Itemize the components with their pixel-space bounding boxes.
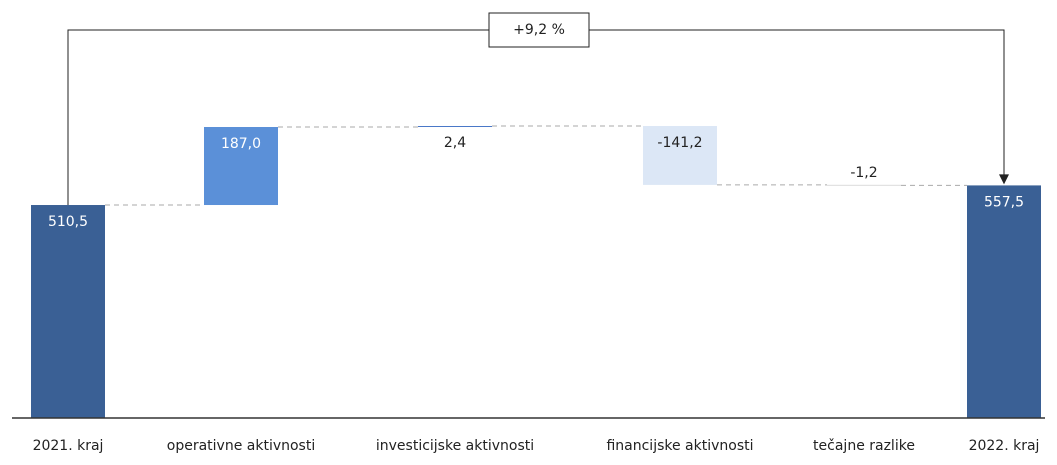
value-label: 510,5	[48, 214, 88, 230]
bar	[31, 205, 105, 418]
value-label: 187,0	[221, 136, 261, 152]
arrow-head	[999, 174, 1009, 185]
x-tick-label: investicijske aktivnosti	[376, 438, 534, 454]
value-label: 557,5	[984, 194, 1024, 210]
value-label: -141,2	[657, 135, 702, 151]
annotation: +9,2 %	[513, 22, 565, 38]
annotation-box	[488, 12, 590, 48]
x-tick-label: financijske aktivnosti	[606, 438, 753, 454]
x-tick-label: operativne aktivnosti	[167, 438, 315, 454]
bar	[827, 184, 901, 186]
value-label: -1,2	[850, 165, 877, 181]
bar	[418, 126, 492, 128]
x-tick-label: 2022. kraj	[969, 438, 1040, 454]
bar	[204, 127, 278, 206]
bar	[643, 126, 717, 185]
x-tick-label: 2021. kraj	[33, 438, 104, 454]
value-label: 2,4	[444, 135, 466, 151]
x-tick-label: tečajne razlike	[813, 438, 915, 454]
bar	[967, 185, 1041, 418]
